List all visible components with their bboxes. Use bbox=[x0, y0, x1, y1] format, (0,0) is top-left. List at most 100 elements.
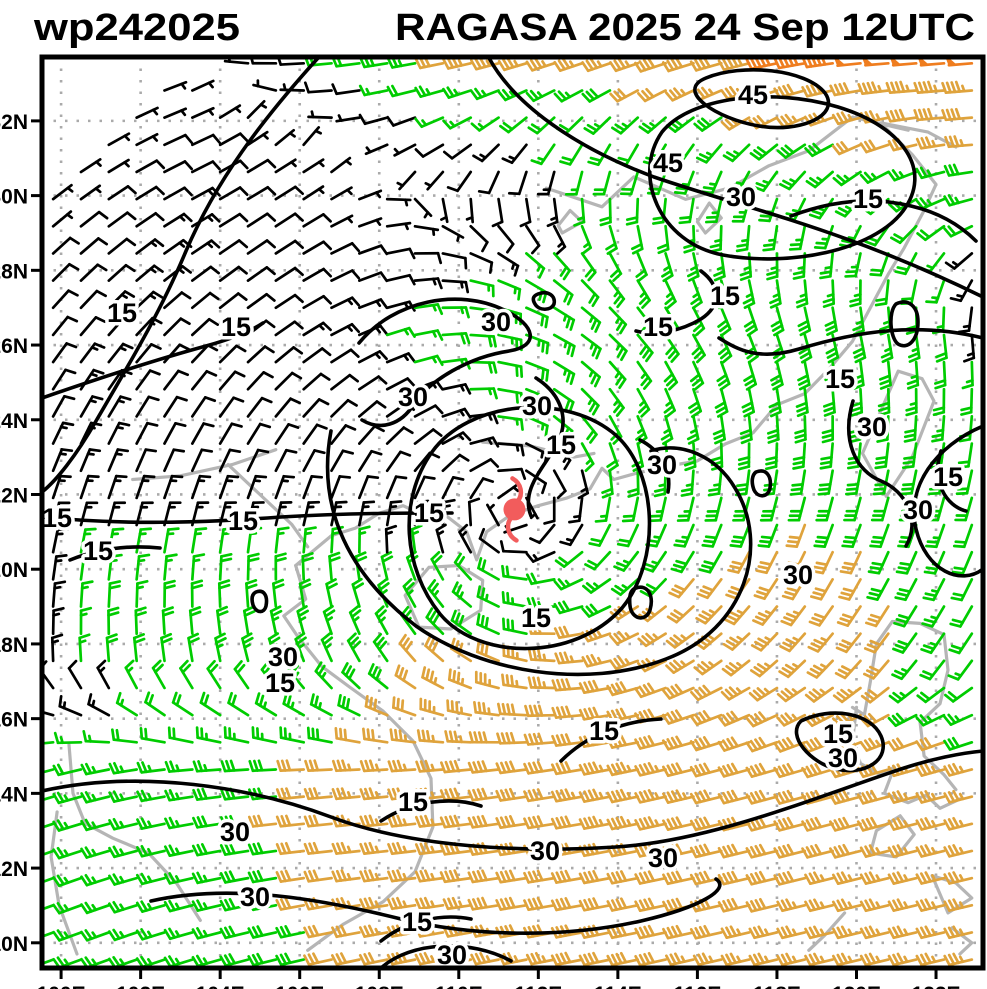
wind-barb bbox=[720, 925, 751, 939]
plot-border bbox=[39, 54, 986, 971]
wind-barb bbox=[769, 279, 782, 309]
wind-barb bbox=[670, 550, 695, 574]
wind-barb bbox=[274, 320, 304, 337]
wind-barb bbox=[385, 247, 416, 260]
wind-barb bbox=[470, 57, 500, 71]
wind-barb bbox=[954, 496, 974, 522]
wind-barb bbox=[302, 500, 321, 527]
wind-barb bbox=[573, 197, 586, 227]
wind-barb bbox=[496, 731, 528, 745]
wind-barb bbox=[427, 579, 445, 608]
wind-barb bbox=[246, 552, 260, 581]
wind-barb bbox=[829, 82, 862, 97]
wind-barb bbox=[890, 224, 918, 245]
isotach-contour bbox=[627, 585, 653, 620]
wind-barb bbox=[915, 871, 946, 885]
wind-barb bbox=[52, 902, 83, 915]
wind-barb bbox=[282, 692, 306, 717]
wind-barb bbox=[358, 525, 371, 554]
wind-barb bbox=[441, 476, 465, 500]
wind-barb bbox=[701, 523, 723, 548]
wind-barb bbox=[51, 289, 79, 310]
wind-barb bbox=[885, 80, 918, 94]
wind-barb bbox=[246, 526, 263, 554]
wind-barb bbox=[578, 788, 612, 803]
wind-barb bbox=[163, 80, 188, 92]
wind-barb bbox=[783, 550, 807, 575]
axis-x-labels: 100E 102E 104E 106E 108E 110E 112E 114E 116E 118E… bbox=[37, 968, 961, 989]
wind-barb bbox=[841, 523, 862, 549]
wind-barb bbox=[801, 816, 834, 832]
wind-barb bbox=[554, 651, 584, 665]
wind-barb bbox=[526, 596, 556, 610]
wind-barb bbox=[151, 659, 166, 690]
wind-barb bbox=[415, 759, 445, 773]
wind-barb bbox=[386, 115, 417, 127]
isotach-contour bbox=[794, 711, 885, 773]
wind-barb bbox=[523, 896, 556, 912]
wind-barb bbox=[844, 252, 862, 278]
wind-barb bbox=[144, 691, 166, 717]
wind-barb bbox=[583, 116, 612, 135]
wind-barb bbox=[695, 143, 723, 164]
wind-barb bbox=[859, 737, 890, 752]
wind-barb bbox=[303, 924, 333, 939]
wind-barb bbox=[467, 814, 500, 829]
wind-barb bbox=[619, 170, 640, 196]
wind-barb bbox=[442, 896, 473, 911]
wind-barb bbox=[559, 523, 584, 547]
isotach-label: 30 bbox=[530, 836, 560, 866]
wind-barb bbox=[808, 197, 834, 220]
wind-barb bbox=[469, 458, 500, 473]
wind-barb bbox=[634, 57, 667, 73]
wind-barb bbox=[717, 789, 751, 805]
isotach-contour bbox=[379, 915, 473, 943]
wind-barb bbox=[441, 279, 470, 294]
wind-barb bbox=[831, 737, 862, 752]
wind-barb bbox=[606, 707, 640, 723]
wind-barb bbox=[609, 88, 640, 103]
wind-barb bbox=[664, 279, 677, 310]
wind-barb bbox=[867, 550, 890, 575]
wind-barb bbox=[414, 869, 445, 883]
wind-barb bbox=[302, 213, 332, 228]
wind-barb bbox=[605, 224, 618, 255]
wind-barb bbox=[446, 699, 473, 717]
wind-barb bbox=[748, 686, 779, 702]
wind-barb bbox=[190, 239, 221, 255]
wind-barb bbox=[921, 605, 946, 628]
wind-barb bbox=[819, 252, 834, 280]
wind-barb bbox=[219, 842, 250, 856]
wind-barb bbox=[163, 872, 194, 885]
wind-barb bbox=[190, 396, 217, 418]
wind-barb bbox=[51, 448, 74, 473]
wind-barb bbox=[306, 726, 333, 744]
wind-barb bbox=[413, 404, 444, 418]
wind-barb bbox=[171, 691, 194, 717]
isotach-contour bbox=[889, 300, 920, 348]
wind-barb bbox=[322, 605, 336, 636]
isotach-contour bbox=[68, 545, 162, 562]
wind-barb bbox=[246, 448, 270, 473]
wind-barb bbox=[335, 114, 361, 123]
wind-barb bbox=[303, 814, 333, 828]
wind-barb bbox=[190, 106, 215, 119]
wind-barb bbox=[860, 686, 890, 704]
wind-barb bbox=[744, 333, 759, 364]
wind-barb bbox=[330, 186, 353, 201]
wind-barb bbox=[303, 952, 333, 966]
wind-barb bbox=[634, 682, 667, 699]
x-tick-label: 118E bbox=[753, 983, 801, 989]
wind-barb bbox=[387, 787, 417, 801]
wind-barb bbox=[447, 668, 473, 690]
wind-barb bbox=[135, 343, 162, 364]
wind-barb bbox=[819, 442, 834, 470]
wind-barb bbox=[164, 816, 194, 830]
wind-barb bbox=[163, 133, 194, 147]
wind-barb bbox=[276, 759, 306, 772]
wind-barb bbox=[665, 952, 695, 966]
isotach-contour bbox=[379, 944, 513, 968]
wind-barb bbox=[844, 469, 862, 496]
wind-barb bbox=[795, 279, 809, 309]
isotach-label: 15 bbox=[228, 506, 258, 536]
